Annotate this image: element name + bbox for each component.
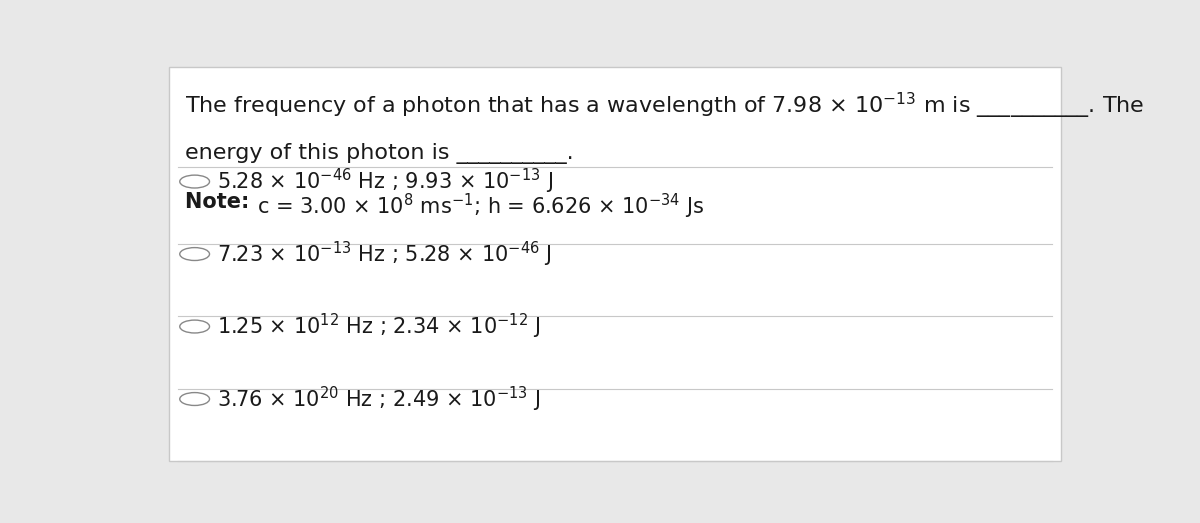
Text: 7.23 × 10$^{-13}$ Hz ; 5.28 × 10$^{-46}$ J: 7.23 × 10$^{-13}$ Hz ; 5.28 × 10$^{-46}$… [217,240,552,269]
Text: 1.25 × 10$^{12}$ Hz ; 2.34 × 10$^{-12}$ J: 1.25 × 10$^{12}$ Hz ; 2.34 × 10$^{-12}$ … [217,312,541,341]
Text: 3.76 × 10$^{20}$ Hz ; 2.49 × 10$^{-13}$ J: 3.76 × 10$^{20}$ Hz ; 2.49 × 10$^{-13}$ … [217,384,540,414]
Text: The frequency of a photon that has a wavelength of 7.98 × 10$^{-13}$ m is ______: The frequency of a photon that has a wav… [185,91,1145,121]
Text: Note:: Note: [185,191,257,212]
FancyBboxPatch shape [168,67,1062,461]
Text: energy of this photon is __________.: energy of this photon is __________. [185,143,574,164]
Text: 5.28 × 10$^{-46}$ Hz ; 9.93 × 10$^{-13}$ J: 5.28 × 10$^{-46}$ Hz ; 9.93 × 10$^{-13}$… [217,167,553,196]
Text: c = 3.00 × 10$^{8}$ ms$^{-1}$; h = 6.626 × 10$^{-34}$ Js: c = 3.00 × 10$^{8}$ ms$^{-1}$; h = 6.626… [257,191,704,221]
